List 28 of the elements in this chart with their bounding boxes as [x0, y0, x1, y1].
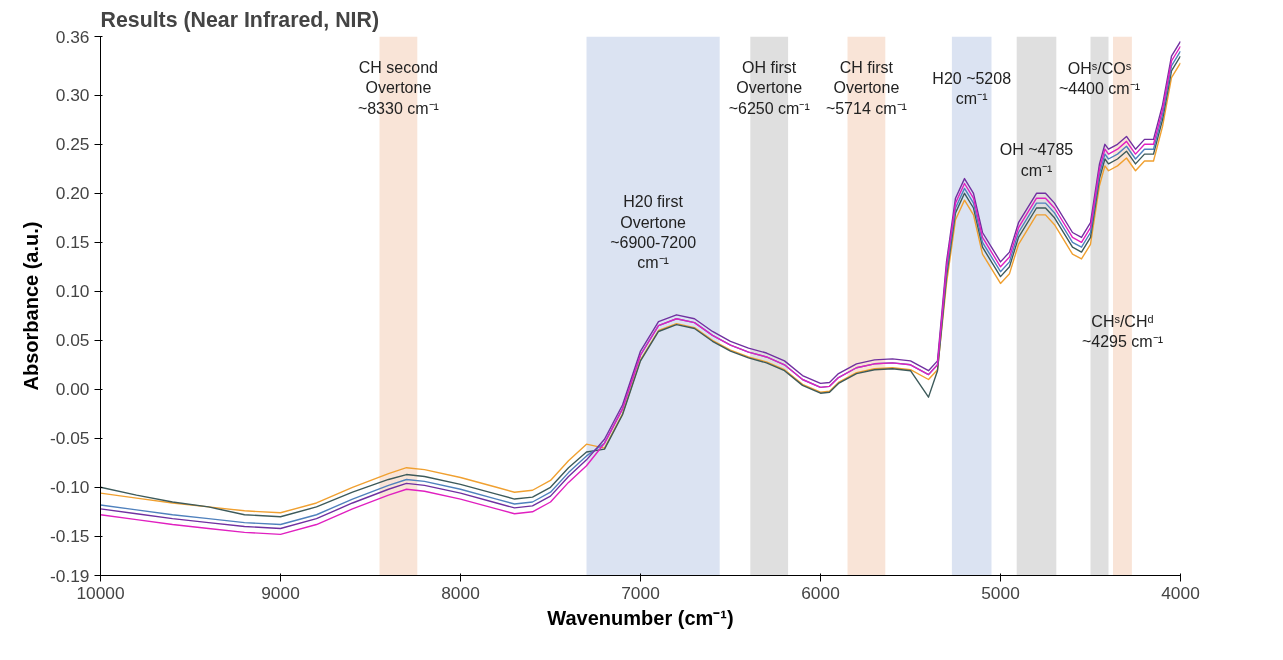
x-tick-label: 6000 — [801, 582, 840, 603]
y-tick-label: 0.30 — [55, 85, 90, 106]
band-label: CH second Overtone ~8330 cm⁻¹ — [357, 59, 439, 117]
band-label: OH first Overtone ~6250 cm⁻¹ — [728, 59, 810, 117]
x-tick-label: 4000 — [1161, 582, 1200, 603]
y-tick-label: 0.15 — [55, 232, 90, 253]
y-axis-title: Absorbance (a.u.) — [20, 221, 42, 391]
x-tick-label: 9000 — [261, 582, 300, 603]
y-tick-label: 0.00 — [55, 379, 90, 400]
x-tick-label: 5000 — [981, 582, 1020, 603]
x-tick-label: 7000 — [621, 582, 660, 603]
band-label: CHˢ/CHᵈ ~4295 cm⁻¹ — [1081, 312, 1163, 351]
x-tick-label: 8000 — [441, 582, 480, 603]
band-label: H20 first Overtone ~6900-7200 cm⁻¹ — [610, 193, 697, 272]
band-label: H20 ~5208 cm⁻¹ — [932, 69, 1012, 108]
band-label: OHˢ/COˢ ~4400 cm⁻¹ — [1058, 60, 1141, 98]
y-tick-label: 0.20 — [55, 183, 90, 204]
y-tick-label: 0.36 — [55, 26, 90, 47]
y-tick-label: 0.10 — [55, 281, 90, 302]
y-tick-label: 0.05 — [55, 330, 90, 351]
chart-title: Results (Near Infrared, NIR) — [100, 7, 380, 32]
x-axis-title: Wavenumber (cm⁻¹) — [547, 606, 734, 629]
y-tick-label: -0.15 — [50, 526, 90, 547]
y-tick-label: -0.05 — [50, 428, 90, 449]
band-label: CH first Overtone ~5714 cm⁻¹ — [825, 59, 907, 117]
y-tick-label: -0.10 — [50, 477, 90, 498]
y-tick-label: 0.25 — [55, 134, 90, 155]
band-label: OH ~4785 cm⁻¹ — [999, 141, 1074, 179]
